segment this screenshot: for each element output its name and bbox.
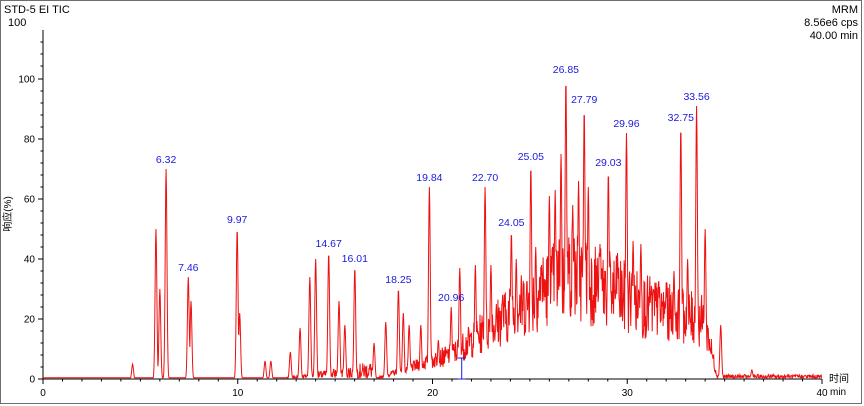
- max-intensity: 8.56e6 cps: [804, 17, 858, 29]
- x-axis-unit: min: [830, 387, 846, 398]
- axes: 0 20 40 60 80 100 0 10 20 30 40 响应(%) 时间 min: [1, 30, 849, 399]
- x-axis-title: 时间: [829, 372, 849, 385]
- peak-label: 7.46: [178, 262, 199, 274]
- y-tick-label: 60: [24, 195, 36, 206]
- peak-label: 9.97: [227, 214, 248, 226]
- y-tick-label: 100: [18, 75, 35, 86]
- tic-trace: [43, 85, 823, 380]
- y-tick-label: 0: [29, 375, 35, 386]
- peak-label: 27.79: [571, 94, 597, 106]
- peak-label: 14.67: [316, 238, 342, 250]
- cursor-marker[interactable]: [457, 357, 466, 380]
- chart-title: STD-5 EI TIC: [4, 4, 70, 16]
- acquisition-mode: MRM: [831, 4, 858, 16]
- x-tick-label: 40: [816, 388, 828, 399]
- y-tick-label: 20: [24, 315, 36, 326]
- y-tick-label: 80: [24, 135, 36, 146]
- x-tick-label: 30: [622, 388, 634, 399]
- y-axis-title: 响应(%): [1, 196, 14, 232]
- x-tick-label: 0: [40, 388, 46, 399]
- peak-label: 18.25: [385, 274, 411, 286]
- y-tick-label: 40: [24, 255, 36, 266]
- x-tick-label: 20: [427, 388, 439, 399]
- peak-label: 25.05: [518, 151, 544, 163]
- peak-label: 22.70: [472, 172, 498, 184]
- peak-label: 32.75: [668, 112, 694, 124]
- peak-label: 6.32: [156, 154, 177, 166]
- peak-label: 33.56: [683, 91, 709, 103]
- peak-label: 19.84: [416, 172, 442, 184]
- peak-label: 29.03: [595, 157, 621, 169]
- scale-max-label: 100: [8, 17, 27, 29]
- peak-label: 29.96: [613, 118, 639, 130]
- x-tick-label: 10: [232, 388, 244, 399]
- run-duration: 40.00 min: [809, 30, 858, 42]
- peak-label: 26.85: [553, 64, 579, 76]
- peak-label: 16.01: [342, 253, 368, 265]
- peak-label: 20.96: [438, 292, 464, 304]
- peak-label: 24.05: [498, 217, 524, 229]
